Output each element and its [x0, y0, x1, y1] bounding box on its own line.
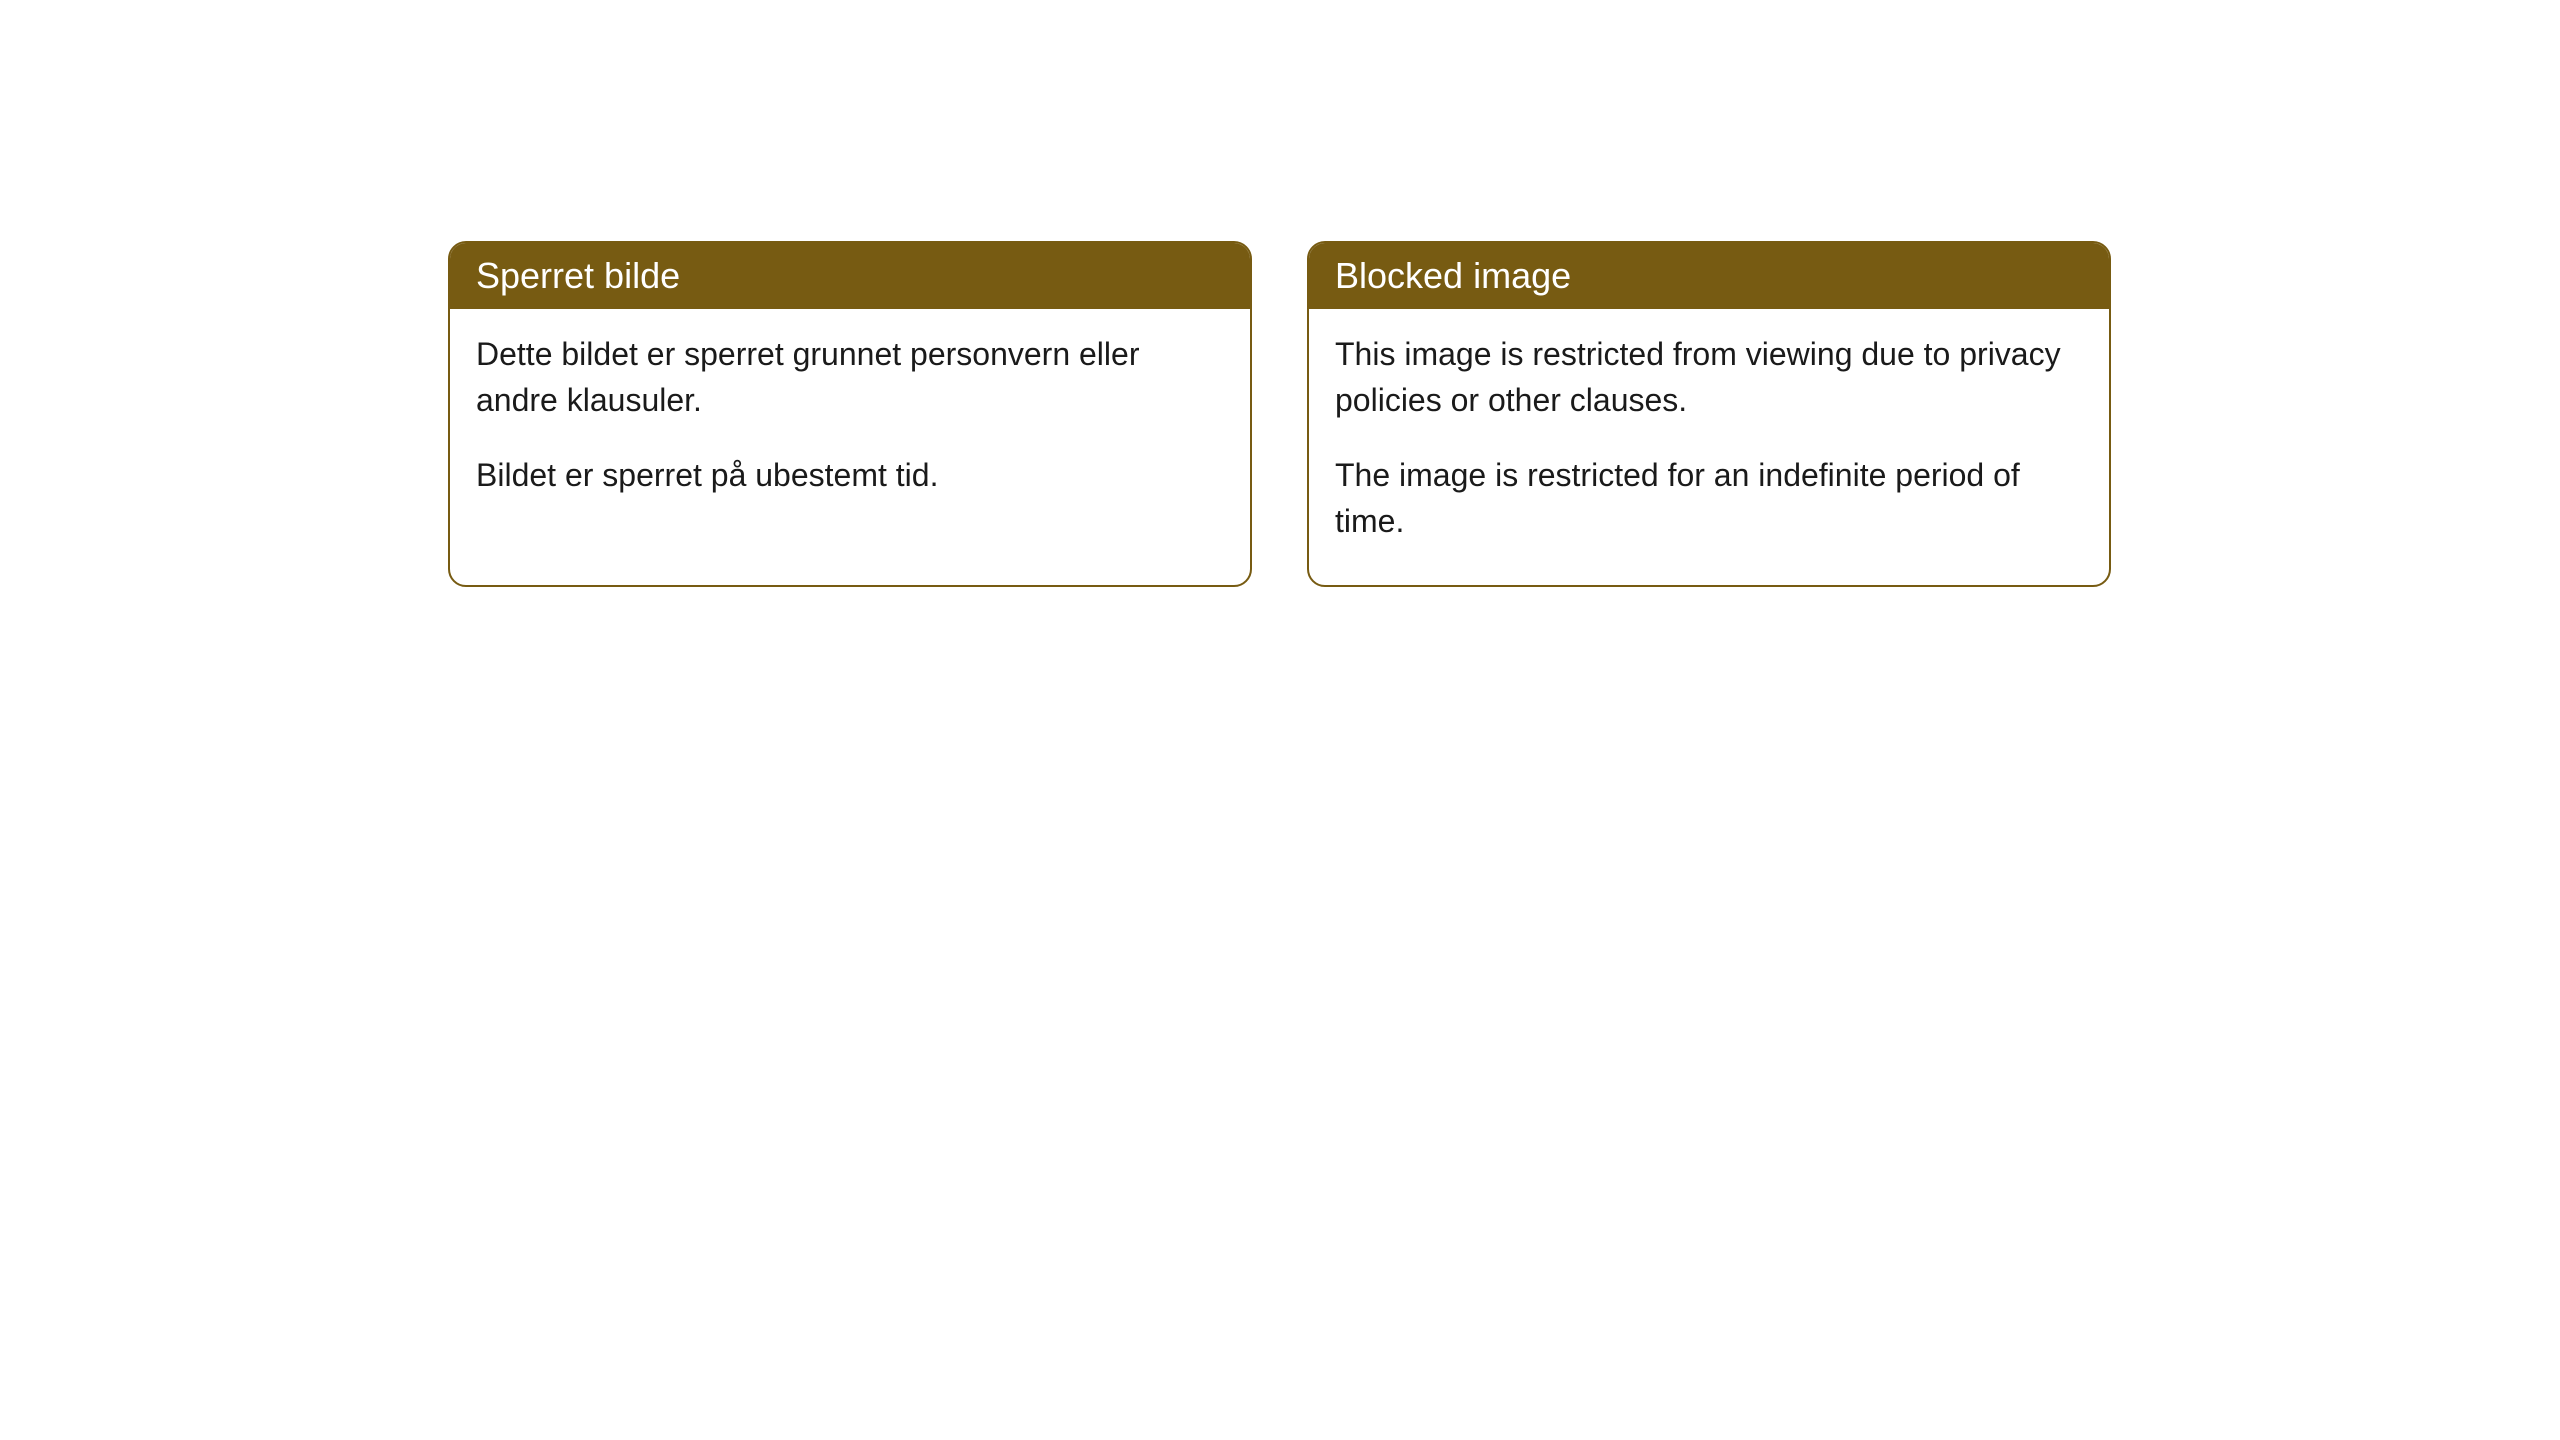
- card-body: This image is restricted from viewing du…: [1309, 309, 2109, 585]
- notice-card-english: Blocked image This image is restricted f…: [1307, 241, 2111, 587]
- card-body: Dette bildet er sperret grunnet personve…: [450, 309, 1250, 538]
- card-paragraph: The image is restricted for an indefinit…: [1335, 452, 2083, 545]
- card-title: Sperret bilde: [476, 255, 680, 296]
- notice-container: Sperret bilde Dette bildet er sperret gr…: [448, 241, 2111, 587]
- card-paragraph: Dette bildet er sperret grunnet personve…: [476, 331, 1224, 424]
- card-header: Sperret bilde: [450, 243, 1250, 309]
- card-header: Blocked image: [1309, 243, 2109, 309]
- notice-card-norwegian: Sperret bilde Dette bildet er sperret gr…: [448, 241, 1252, 587]
- card-paragraph: Bildet er sperret på ubestemt tid.: [476, 452, 1224, 498]
- card-paragraph: This image is restricted from viewing du…: [1335, 331, 2083, 424]
- card-title: Blocked image: [1335, 255, 1571, 296]
